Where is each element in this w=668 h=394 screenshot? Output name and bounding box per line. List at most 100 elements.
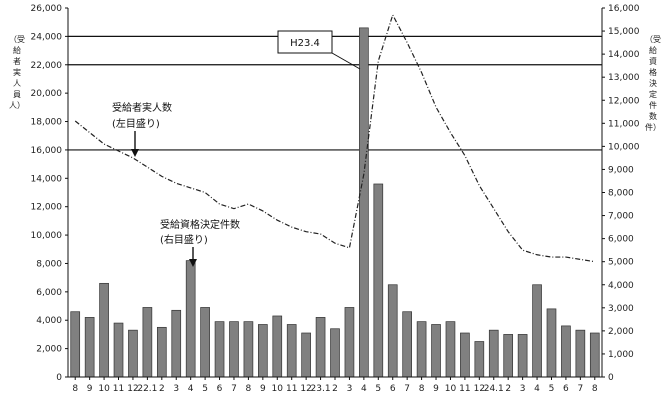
x-tick-label: 6 xyxy=(390,384,396,394)
bar xyxy=(286,324,297,378)
bar xyxy=(70,311,81,378)
annotation-decisions: 受給資格決定件数 (右目盛り) xyxy=(160,218,240,267)
bar xyxy=(402,311,412,378)
right-axis-label-char: 定 xyxy=(649,89,657,99)
annotation-decisions-label: 受給資格決定件数 xyxy=(160,218,240,231)
left-tick-label: 20,000 xyxy=(31,89,63,99)
left-tick-label: 12,000 xyxy=(31,203,63,213)
bar xyxy=(359,27,369,378)
callout-box xyxy=(277,30,333,54)
x-tick-label: 11 xyxy=(113,384,124,394)
right-axis-label-char: 給 xyxy=(649,45,657,55)
bar xyxy=(315,317,326,378)
x-tick-label: 9 xyxy=(260,384,266,394)
right-tick-label: 13,000 xyxy=(608,73,640,83)
left-tick-label: 4,000 xyxy=(36,316,62,326)
left-tick-label: 2,000 xyxy=(36,345,62,355)
right-tick-label: 8,000 xyxy=(608,189,634,199)
x-tick-label: 6 xyxy=(217,384,223,394)
left-axis-label-char: 実 xyxy=(13,67,21,77)
x-tick-label: 11 xyxy=(286,384,297,394)
x-tick-label: 3 xyxy=(520,384,526,394)
x-tick-label: 10 xyxy=(98,384,110,394)
right-axis-label-char: 決 xyxy=(649,78,657,88)
bar xyxy=(200,307,210,378)
bar xyxy=(301,332,311,378)
left-axis-label-char: 員 xyxy=(13,90,21,99)
right-tick-label: 5,000 xyxy=(608,258,634,268)
callout-h23-4: H23.4 xyxy=(277,30,361,70)
right-axis-label-char: 資 xyxy=(649,56,657,66)
bar xyxy=(142,307,153,378)
bar xyxy=(171,309,182,378)
x-tick-label: 4 xyxy=(361,384,367,394)
right-tick-label: 16,000 xyxy=(608,4,640,14)
left-tick-label: 14,000 xyxy=(31,174,63,184)
left-axis-label-char: 給 xyxy=(13,45,21,55)
right-tick-label: 12,000 xyxy=(608,96,640,106)
right-tick-label: 2,000 xyxy=(608,327,634,337)
bar xyxy=(258,324,268,378)
bar xyxy=(243,321,254,378)
bar xyxy=(330,328,340,378)
bar xyxy=(373,183,384,378)
bar xyxy=(84,317,95,378)
bar xyxy=(344,307,355,378)
x-tick-label: 5 xyxy=(202,384,208,394)
annotation-recipients: 受給者実人数 (左目盛り) xyxy=(112,101,172,157)
bar xyxy=(575,329,586,378)
line-series xyxy=(74,13,595,263)
right-tick-label: 10,000 xyxy=(608,142,640,152)
left-tick-label: 8,000 xyxy=(36,259,62,269)
left-tick-label: 26,000 xyxy=(31,4,63,14)
bar xyxy=(272,315,283,378)
right-tick-label: 4,000 xyxy=(608,281,634,291)
x-tick-label: 22.1 xyxy=(137,384,157,394)
annotation-recipients-arrowhead xyxy=(131,149,139,157)
left-tick-label: 10,000 xyxy=(31,231,63,241)
x-tick-label: 9 xyxy=(433,384,439,394)
right-axis-label-char: 数 xyxy=(649,111,657,121)
x-tick-label: 8 xyxy=(72,384,78,394)
annotation-decisions-arrowhead xyxy=(189,259,197,267)
bar xyxy=(416,321,427,378)
right-axis-label-char: 件） xyxy=(645,122,661,132)
x-tick-label: 11 xyxy=(459,384,470,394)
bar xyxy=(517,334,528,378)
bar xyxy=(532,284,542,378)
x-tick-label: 9 xyxy=(87,384,93,394)
annotation-decisions-scale: (右目盛り) xyxy=(160,233,208,246)
right-tick-label: 3,000 xyxy=(608,304,634,314)
annotation-recipients-scale: (左目盛り) xyxy=(112,117,160,130)
callout-leader xyxy=(331,52,361,70)
x-tick-label: 12 xyxy=(127,384,138,394)
x-tick-label: 4 xyxy=(188,384,194,394)
annotation-recipients-label: 受給者実人数 xyxy=(112,101,172,114)
right-tick-label: 1,000 xyxy=(608,350,634,360)
left-tick-label: 6,000 xyxy=(36,288,62,298)
left-tick-label: 22,000 xyxy=(31,61,63,71)
right-axis-ticks: 0 1,000 2,000 3,000 4,000 5,000 6,000 7,000 8,00… xyxy=(602,4,640,383)
x-tick-label: 2 xyxy=(159,384,165,394)
x-tick-label: 5 xyxy=(375,384,381,394)
x-tick-label: 12 xyxy=(300,384,311,394)
right-tick-label: 14,000 xyxy=(608,50,640,60)
x-tick-label: 10 xyxy=(272,384,284,394)
bar xyxy=(128,329,138,378)
x-tick-label: 23.1 xyxy=(311,384,331,394)
bar-series xyxy=(70,27,600,378)
x-tick-label: 2 xyxy=(332,384,338,394)
bar xyxy=(488,329,499,378)
left-axis-label-char: 人 xyxy=(13,79,21,88)
x-tick-label: 5 xyxy=(549,384,555,394)
right-tick-label: 0 xyxy=(608,373,614,383)
x-tick-label: 7 xyxy=(231,384,237,394)
bar xyxy=(99,282,109,378)
bar xyxy=(589,332,600,378)
x-tick-label: 3 xyxy=(173,384,179,394)
right-tick-label: 7,000 xyxy=(608,212,634,222)
